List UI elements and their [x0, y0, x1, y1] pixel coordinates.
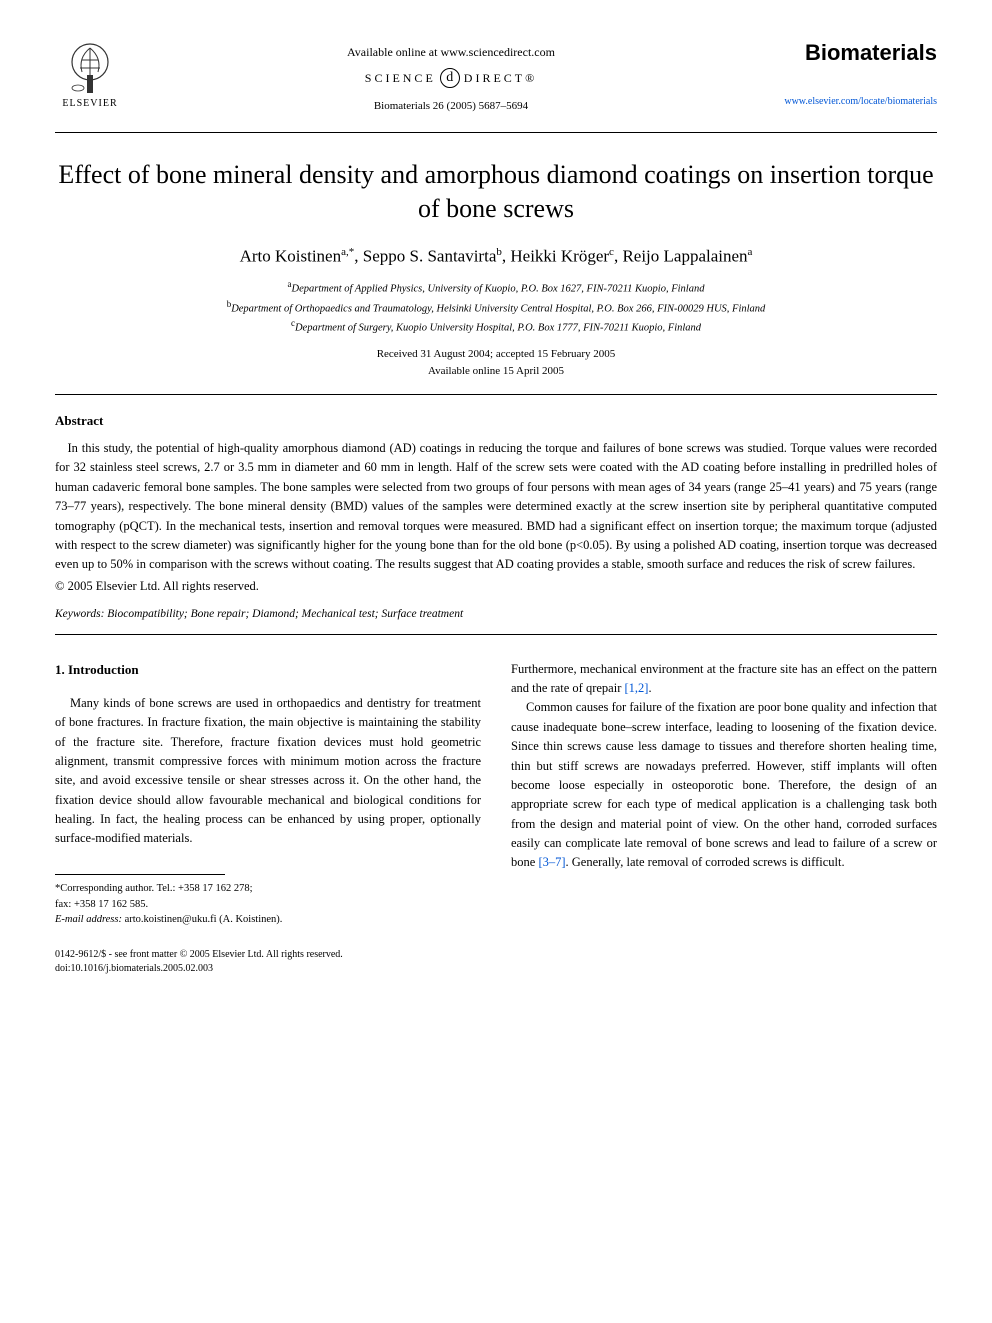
rule-after-keywords: [55, 634, 937, 635]
rule-before-abstract: [55, 394, 937, 395]
keywords-list: Biocompatibility; Bone repair; Diamond; …: [107, 608, 463, 620]
body-columns: 1. Introduction Many kinds of bone screw…: [55, 660, 937, 928]
received-date: Received 31 August 2004; accepted 15 Feb…: [55, 346, 937, 363]
intro-para-2: Furthermore, mechanical environment at t…: [511, 660, 937, 699]
article-title: Effect of bone mineral density and amorp…: [55, 158, 937, 226]
citation-text: Biomaterials 26 (2005) 5687–5694: [125, 100, 777, 112]
footnote-rule: [55, 874, 225, 881]
science-direct-logo: SCIENCE d DIRECT®: [365, 68, 537, 88]
column-right: Furthermore, mechanical environment at t…: [511, 660, 937, 928]
journal-name: Biomaterials: [777, 40, 937, 66]
available-online-text: Available online at www.sciencedirect.co…: [125, 45, 777, 60]
header-banner: ELSEVIER Available online at www.science…: [55, 40, 937, 120]
front-matter-line: 0142-9612/$ - see front matter © 2005 El…: [55, 948, 937, 962]
abstract-copyright: © 2005 Elsevier Ltd. All rights reserved…: [55, 579, 937, 594]
top-rule: [55, 132, 937, 133]
article-dates: Received 31 August 2004; accepted 15 Feb…: [55, 346, 937, 379]
affiliations: aDepartment of Applied Physics, Universi…: [55, 278, 937, 336]
journal-box: Biomaterials www.elsevier.com/locate/bio…: [777, 40, 937, 107]
ref-3-7[interactable]: [3–7]: [538, 855, 565, 869]
sd-left: SCIENCE: [365, 71, 436, 86]
elsevier-label: ELSEVIER: [62, 98, 117, 109]
email-value: arto.koistinen@uku.fi (A. Koistinen).: [125, 914, 283, 925]
authors-line: Arto Koistinena,*, Seppo S. Santavirtab,…: [55, 246, 937, 267]
intro-para-1: Many kinds of bone screws are used in or…: [55, 694, 481, 849]
sd-circle-icon: d: [440, 68, 460, 88]
ref-1-2[interactable]: [1,2]: [624, 681, 648, 695]
keywords-label: Keywords:: [55, 608, 104, 620]
column-left: 1. Introduction Many kinds of bone screw…: [55, 660, 481, 928]
intro-para-3: Common causes for failure of the fixatio…: [511, 698, 937, 872]
doi-line: doi:10.1016/j.biomaterials.2005.02.003: [55, 962, 937, 976]
corr-tel: *Corresponding author. Tel.: +358 17 162…: [55, 881, 481, 897]
abstract-body: In this study, the potential of high-qua…: [55, 439, 937, 575]
online-date: Available online 15 April 2005: [55, 363, 937, 380]
corresponding-author-footnote: *Corresponding author. Tel.: +358 17 162…: [55, 881, 481, 928]
center-header: Available online at www.sciencedirect.co…: [125, 40, 777, 112]
elsevier-logo: ELSEVIER: [55, 40, 125, 120]
corr-email-line: E-mail address: arto.koistinen@uku.fi (A…: [55, 912, 481, 928]
journal-url-link[interactable]: www.elsevier.com/locate/biomaterials: [777, 96, 937, 107]
bottom-meta: 0142-9612/$ - see front matter © 2005 El…: [55, 948, 937, 976]
affiliation-c: cDepartment of Surgery, Kuopio Universit…: [55, 317, 937, 336]
keywords-line: Keywords: Biocompatibility; Bone repair;…: [55, 608, 937, 620]
affiliation-b: bDepartment of Orthopaedics and Traumato…: [55, 298, 937, 317]
abstract-heading: Abstract: [55, 413, 937, 429]
sd-right: DIRECT®: [464, 71, 537, 86]
corr-fax: fax: +358 17 162 585.: [55, 897, 481, 913]
section-1-heading: 1. Introduction: [55, 660, 481, 680]
elsevier-tree-icon: [60, 40, 120, 95]
email-label: E-mail address:: [55, 914, 122, 925]
affiliation-a: aDepartment of Applied Physics, Universi…: [55, 278, 937, 297]
